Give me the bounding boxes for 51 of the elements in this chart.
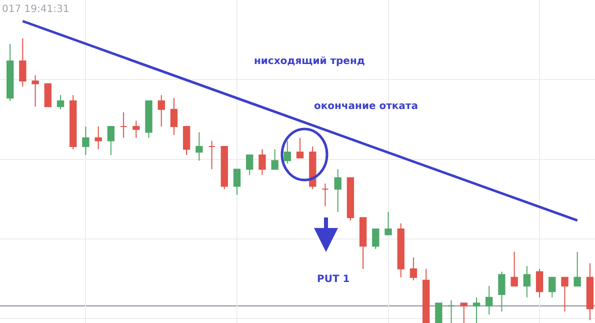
candlestick bbox=[70, 94, 77, 150]
candlestick bbox=[233, 168, 241, 196]
candlestick bbox=[498, 271, 506, 312]
candlestick bbox=[220, 146, 228, 190]
candlestick bbox=[561, 276, 568, 312]
candlestick bbox=[548, 276, 556, 298]
candlestick bbox=[536, 268, 544, 298]
candlestick bbox=[32, 74, 39, 108]
candlestick bbox=[145, 100, 152, 138]
candlestick bbox=[523, 266, 531, 298]
candlestick bbox=[107, 126, 115, 156]
candlestick bbox=[56, 94, 64, 110]
candlestick bbox=[158, 94, 165, 127]
candlestick bbox=[410, 257, 418, 281]
candlestick bbox=[94, 126, 102, 150]
annotation: нисходящий тренд bbox=[254, 56, 365, 67]
annotation: PUT 1 bbox=[317, 274, 350, 285]
candlestick bbox=[472, 296, 480, 323]
candlestick bbox=[19, 38, 26, 88]
candlestick bbox=[322, 182, 329, 207]
candlestick bbox=[384, 211, 392, 236]
text: 017 19:41:31 bbox=[2, 4, 70, 15]
candlestick bbox=[196, 132, 203, 162]
candlestick bbox=[397, 222, 404, 278]
candlestick bbox=[510, 251, 518, 286]
candlestick bbox=[44, 83, 52, 108]
candlestick bbox=[586, 262, 594, 321]
candlestick bbox=[6, 43, 14, 102]
candlestick bbox=[208, 140, 216, 170]
candlestick bbox=[82, 126, 90, 156]
candlestick bbox=[460, 302, 468, 323]
candlestick bbox=[182, 126, 190, 156]
candlestick bbox=[284, 140, 291, 164]
candlestick bbox=[309, 146, 316, 190]
annotation: окончание отката bbox=[314, 101, 418, 112]
candlestick bbox=[422, 268, 430, 323]
candlestick bbox=[132, 120, 140, 138]
candlestick bbox=[359, 217, 367, 270]
candlestick bbox=[246, 154, 254, 176]
candlestick bbox=[334, 168, 342, 212]
candlestick bbox=[448, 300, 455, 323]
candlestick bbox=[170, 98, 178, 136]
candlestick bbox=[346, 177, 354, 221]
candlestick bbox=[574, 251, 581, 286]
candlestick bbox=[258, 148, 266, 176]
candlestick bbox=[372, 228, 380, 250]
candlestick bbox=[271, 148, 278, 170]
candlestick bbox=[120, 112, 128, 138]
candlestick bbox=[486, 285, 493, 315]
candlestick bbox=[435, 302, 442, 323]
candlestick bbox=[296, 137, 304, 158]
